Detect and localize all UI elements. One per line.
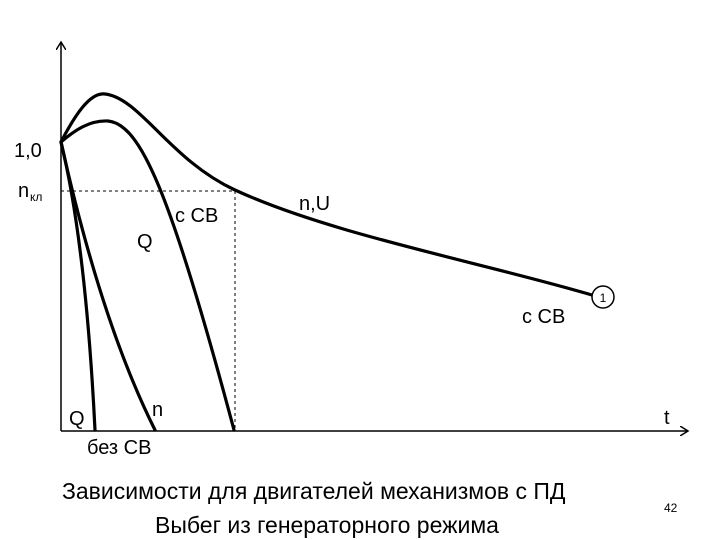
n-curve-without-cb bbox=[59, 140, 157, 432]
q-middle-label: Q bbox=[137, 231, 153, 253]
page-number: 42 bbox=[664, 501, 678, 515]
n-kl-subscript: кл bbox=[30, 190, 42, 204]
curve-marker-number: 1 bbox=[600, 291, 607, 305]
q-curve-with-cb bbox=[59, 119, 236, 432]
y-value-one: 1,0 bbox=[14, 140, 42, 162]
with-cb-right-label: с СВ bbox=[522, 306, 565, 328]
n-u-label: n,U bbox=[299, 193, 330, 215]
without-cb-label: без СВ bbox=[87, 437, 151, 459]
n-bottom-label: n bbox=[152, 399, 163, 421]
with-cb-upper-label: с СВ bbox=[175, 205, 218, 227]
curve-marker-circle bbox=[591, 285, 615, 309]
q-bottom-label: Q bbox=[69, 408, 85, 430]
q-curve-without-cb bbox=[59, 140, 97, 432]
t-axis-label: t bbox=[664, 407, 670, 429]
n-u-curve-with-cb bbox=[59, 92, 594, 297]
n-kl-label: n bbox=[18, 180, 29, 202]
caption-line-1: Зависимости для двигателей механизмов с … bbox=[62, 478, 566, 504]
caption-line-2: Выбег из генераторного режима bbox=[155, 512, 499, 538]
